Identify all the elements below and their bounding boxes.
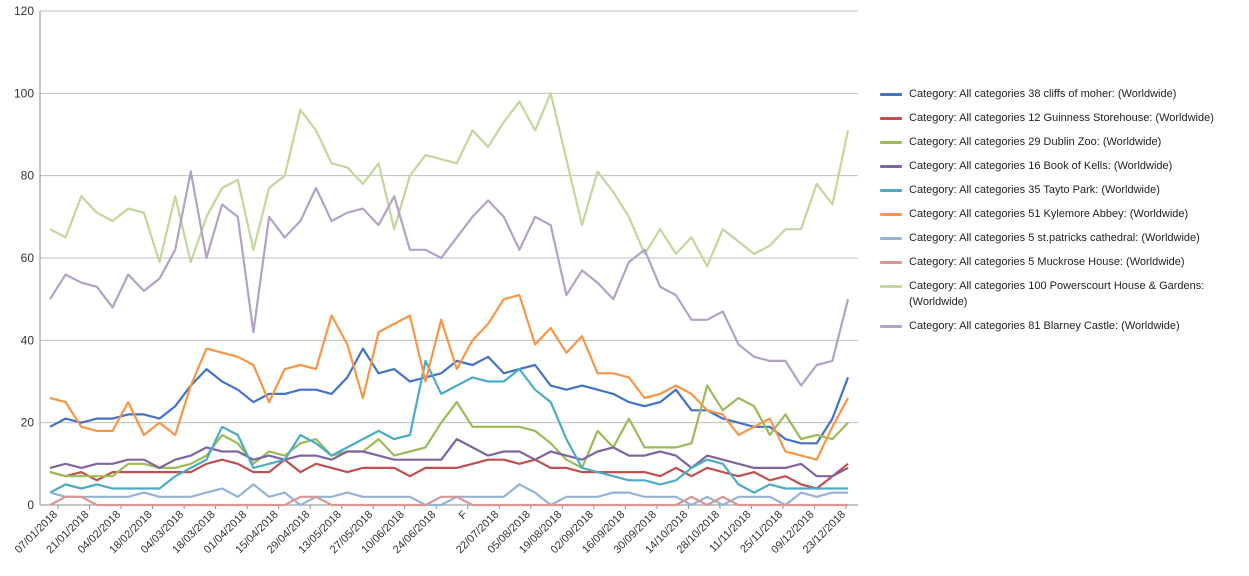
x-tick-label: F [457, 508, 470, 521]
series-lines [49, 92, 850, 507]
legend-swatch [880, 165, 902, 168]
y-tick-label: 100 [14, 86, 34, 100]
legend-item: Category: All categories 12 Guinness Sto… [880, 110, 1245, 126]
legend-swatch [880, 261, 902, 264]
y-tick-label: 120 [14, 4, 34, 18]
legend-swatch [880, 117, 902, 120]
legend-label: Category: All categories 35 Tayto Park: … [909, 184, 1160, 196]
legend-item: Category: All categories 81 Blarney Cast… [880, 318, 1245, 334]
legend-label: Category: All categories 100 Powerscourt… [909, 280, 1205, 308]
legend-label: Category: All categories 38 cliffs of mo… [909, 88, 1177, 100]
legend-swatch [880, 237, 902, 240]
legend-item: Category: All categories 38 cliffs of mo… [880, 86, 1245, 102]
legend: Category: All categories 38 cliffs of mo… [880, 86, 1245, 334]
legend-label: Category: All categories 29 Dublin Zoo: … [909, 136, 1162, 148]
legend-item: Category: All categories 5 Muckrose Hous… [880, 254, 1245, 270]
legend-label: Category: All categories 81 Blarney Cast… [909, 320, 1180, 332]
legend-item: Category: All categories 35 Tayto Park: … [880, 182, 1245, 198]
legend-item: Category: All categories 5 st.patricks c… [880, 230, 1245, 246]
legend-swatch [880, 141, 902, 144]
y-tick-label: 60 [21, 251, 35, 265]
legend-item: Category: All categories 100 Powerscourt… [880, 278, 1245, 310]
legend-swatch [880, 325, 902, 328]
series-line-9 [49, 170, 850, 387]
legend-item: Category: All categories 16 Book of Kell… [880, 158, 1245, 174]
legend-label: Category: All categories 5 Muckrose Hous… [909, 256, 1185, 268]
series-line-0 [49, 347, 850, 445]
series-line-6 [49, 483, 848, 507]
series-line-5 [49, 294, 849, 461]
y-tick-label: 0 [27, 498, 34, 512]
y-tick-label: 20 [21, 416, 35, 430]
series-line-3 [49, 438, 849, 478]
series-line-4 [49, 359, 848, 494]
series-line-2 [49, 384, 849, 478]
series-line-1 [49, 458, 849, 490]
gridlines [39, 10, 858, 506]
y-tick-label: 80 [21, 169, 35, 183]
legend-swatch [880, 93, 902, 96]
legend-swatch [880, 189, 902, 192]
legend-label: Category: All categories 12 Guinness Sto… [909, 112, 1214, 124]
legend-label: Category: All categories 16 Book of Kell… [909, 160, 1173, 172]
series-line-8 [49, 92, 850, 268]
legend-swatch [880, 213, 902, 216]
legend-item: Category: All categories 51 Kylemore Abb… [880, 206, 1245, 222]
legend-label: Category: All categories 51 Kylemore Abb… [909, 208, 1189, 220]
y-axis: 0 20 40 60 80 100 120 [14, 4, 34, 512]
legend-label: Category: All categories 5 st.patricks c… [909, 232, 1200, 244]
y-tick-label: 40 [21, 333, 35, 347]
legend-item: Category: All categories 29 Dublin Zoo: … [880, 134, 1245, 150]
x-axis: 07/01/201821/01/201804/02/201818/02/2018… [13, 504, 858, 556]
line-chart: 0 20 40 60 80 100 120 07/01/201821/01/201804/0… [13, 4, 858, 556]
series-line-7 [49, 495, 848, 507]
legend-swatch [880, 285, 902, 288]
